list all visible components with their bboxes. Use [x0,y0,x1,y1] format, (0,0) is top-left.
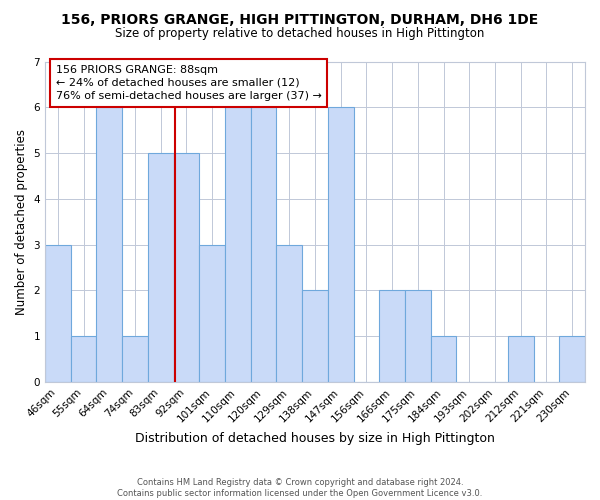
Bar [97,108,122,382]
Text: Contains HM Land Registry data © Crown copyright and database right 2024.
Contai: Contains HM Land Registry data © Crown c… [118,478,482,498]
Bar [173,153,199,382]
Bar [199,244,225,382]
Bar [45,244,71,382]
Bar [251,108,277,382]
Text: Size of property relative to detached houses in High Pittington: Size of property relative to detached ho… [115,28,485,40]
Bar [122,336,148,382]
Bar [431,336,457,382]
Bar [508,336,533,382]
Y-axis label: Number of detached properties: Number of detached properties [15,128,28,314]
Bar [405,290,431,382]
Bar [328,108,353,382]
Bar [379,290,405,382]
X-axis label: Distribution of detached houses by size in High Pittington: Distribution of detached houses by size … [135,432,495,445]
Text: 156, PRIORS GRANGE, HIGH PITTINGTON, DURHAM, DH6 1DE: 156, PRIORS GRANGE, HIGH PITTINGTON, DUR… [61,12,539,26]
Bar [148,153,173,382]
Bar [277,244,302,382]
Bar [559,336,585,382]
Bar [225,108,251,382]
Text: 156 PRIORS GRANGE: 88sqm
← 24% of detached houses are smaller (12)
76% of semi-d: 156 PRIORS GRANGE: 88sqm ← 24% of detach… [56,64,322,101]
Bar [71,336,97,382]
Bar [302,290,328,382]
